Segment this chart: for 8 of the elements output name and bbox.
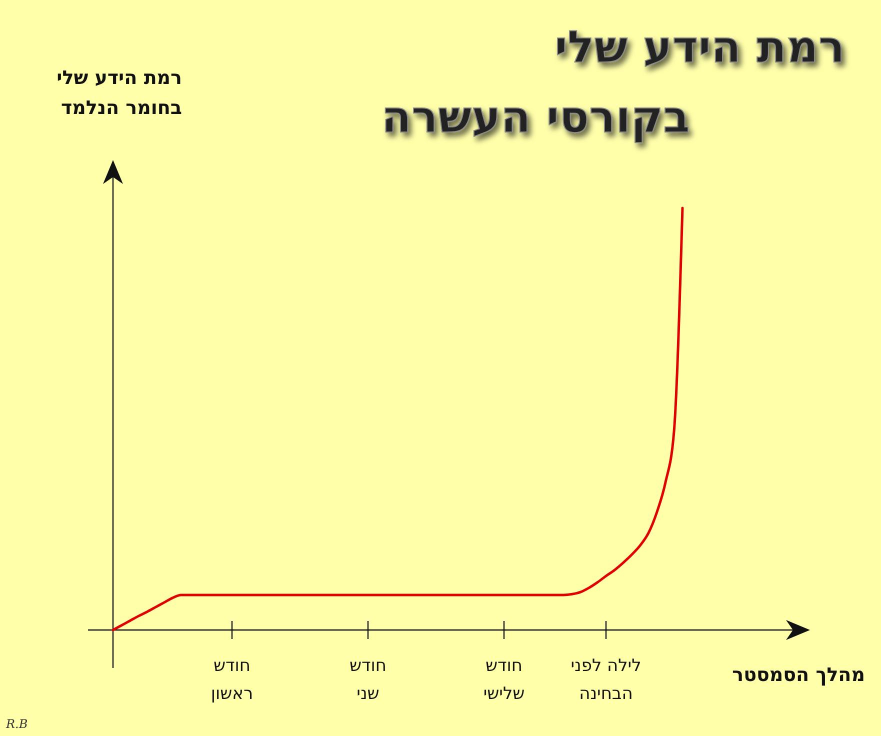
x-tick-label: חודש שלישי [483,656,525,704]
x-tick-label: חודש ראשון [210,656,254,704]
x-axis-title: מהלך הסמסטר [732,664,865,686]
y-axis-title: רמת הידע שלי בחומר הנלמד [56,67,182,119]
chart-title: רמת הידע שלי בקורסי העשרה [381,22,845,143]
text: R.B [5,717,28,731]
x-tick-label: לילה לפני הבחינה [570,656,642,704]
x-tick-label: חודש שני [349,656,387,704]
